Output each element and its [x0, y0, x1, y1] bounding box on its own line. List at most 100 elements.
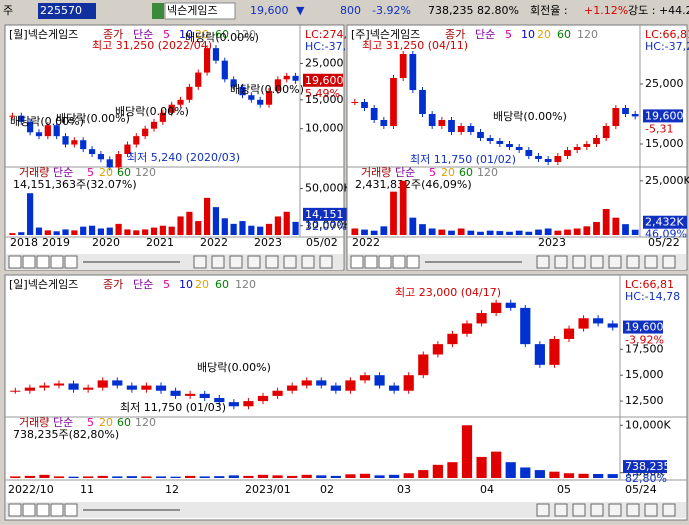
candle	[583, 144, 591, 147]
volume-label: 20	[441, 166, 455, 179]
tool-button[interactable]	[644, 255, 658, 269]
tool-button[interactable]	[608, 503, 622, 517]
tool-button[interactable]	[626, 503, 640, 517]
code-box[interactable]	[38, 3, 96, 19]
x-axis-label: 2018	[10, 236, 38, 249]
nav-button[interactable]	[8, 255, 22, 269]
nav-button[interactable]	[64, 503, 78, 517]
candle	[345, 380, 356, 391]
volume-badge-label: 738,235	[625, 460, 671, 473]
tool-button[interactable]	[283, 255, 297, 269]
volume-label: 20	[99, 416, 113, 429]
volume-bar	[361, 229, 368, 235]
panel-title: [월]넥슨게임즈	[9, 28, 78, 41]
volume-bar	[39, 474, 50, 478]
volume-bar	[419, 224, 426, 235]
nav-button[interactable]	[36, 503, 50, 517]
volume-badge	[643, 215, 687, 229]
tool-button[interactable]	[590, 255, 604, 269]
tool-button[interactable]	[265, 255, 279, 269]
nav-button[interactable]	[378, 255, 392, 269]
tool-button[interactable]	[301, 255, 315, 269]
candle	[168, 104, 175, 113]
volume-bar	[477, 231, 484, 235]
tool-button[interactable]	[319, 255, 333, 269]
candle	[195, 72, 202, 87]
candle	[97, 154, 105, 160]
tool-button[interactable]	[554, 503, 568, 517]
candle	[351, 102, 359, 103]
volume-bar	[390, 191, 397, 235]
tool-button[interactable]	[608, 255, 622, 269]
nav-button[interactable]	[22, 255, 36, 269]
volume-bar	[228, 475, 239, 478]
volume-bar	[150, 227, 158, 235]
volume-bar	[287, 475, 298, 478]
volume-badge-label: 14,151	[305, 208, 344, 221]
y-tick-label: 50,000K	[305, 182, 351, 195]
tool-button[interactable]	[572, 503, 586, 517]
tool-button[interactable]	[536, 255, 550, 269]
nav-button[interactable]	[406, 255, 420, 269]
candle	[287, 385, 298, 391]
tool-button[interactable]	[662, 503, 676, 517]
nav-button[interactable]	[64, 255, 78, 269]
nav-button[interactable]	[350, 255, 364, 269]
name-box[interactable]	[164, 2, 236, 20]
volume-bar	[612, 217, 620, 235]
nav-button[interactable]	[50, 255, 64, 269]
price-badge-label: 19,600	[625, 321, 664, 334]
nav-button[interactable]	[392, 255, 406, 269]
lc-label: LC:274,0	[305, 28, 354, 41]
nav-button[interactable]	[8, 503, 22, 517]
ma-label: 10	[179, 278, 193, 291]
candle	[272, 390, 283, 396]
panel-title: [일]넥슨게임즈	[9, 277, 78, 291]
tool-button[interactable]	[662, 255, 676, 269]
nav-button[interactable]	[50, 503, 64, 517]
volume-bar	[428, 228, 436, 235]
nav-button[interactable]	[36, 255, 50, 269]
tool-button[interactable]	[644, 503, 658, 517]
tool-button[interactable]	[211, 255, 225, 269]
candle	[477, 132, 484, 138]
volume-bar	[467, 230, 475, 235]
ma-label: 종가	[103, 278, 123, 291]
volume-bar	[330, 475, 341, 478]
tool-button[interactable]	[554, 255, 568, 269]
annotation: 배당락(0.00%)	[197, 361, 271, 374]
tool-button[interactable]	[193, 255, 207, 269]
volume-bar	[515, 230, 523, 235]
candle	[53, 125, 60, 137]
candle	[265, 90, 273, 105]
candle	[239, 86, 246, 96]
tool-button[interactable]	[229, 255, 243, 269]
tool-button[interactable]	[536, 503, 550, 517]
nav-button[interactable]	[22, 503, 36, 517]
toolbar-change_pct: -3.92%	[372, 4, 411, 17]
volume-bar	[18, 232, 25, 235]
price-badge-pct: -5,31	[645, 122, 673, 135]
volume-label: 60	[459, 166, 473, 179]
candle	[199, 393, 210, 398]
candle	[612, 108, 620, 126]
hc-label: HC:-37,2	[305, 40, 353, 53]
x-axis-label: 05	[557, 483, 571, 496]
candle	[106, 159, 113, 168]
candle	[389, 385, 400, 391]
volume-bar	[544, 228, 552, 235]
tool-button[interactable]	[590, 503, 604, 517]
tool-button[interactable]	[626, 255, 640, 269]
volume-bar	[403, 473, 414, 478]
nav-button[interactable]	[364, 255, 378, 269]
candle	[554, 156, 562, 162]
volume-bar	[115, 223, 122, 235]
tool-button[interactable]	[247, 255, 261, 269]
ma-label: 60	[215, 278, 229, 291]
annotation: 최저 5,240 (2020/03)	[127, 151, 240, 164]
volume-badge-pct: 32,07%	[305, 220, 347, 233]
candle	[88, 149, 96, 155]
ma-label: 60	[215, 28, 229, 41]
tool-button[interactable]	[572, 255, 586, 269]
candle	[44, 125, 51, 137]
